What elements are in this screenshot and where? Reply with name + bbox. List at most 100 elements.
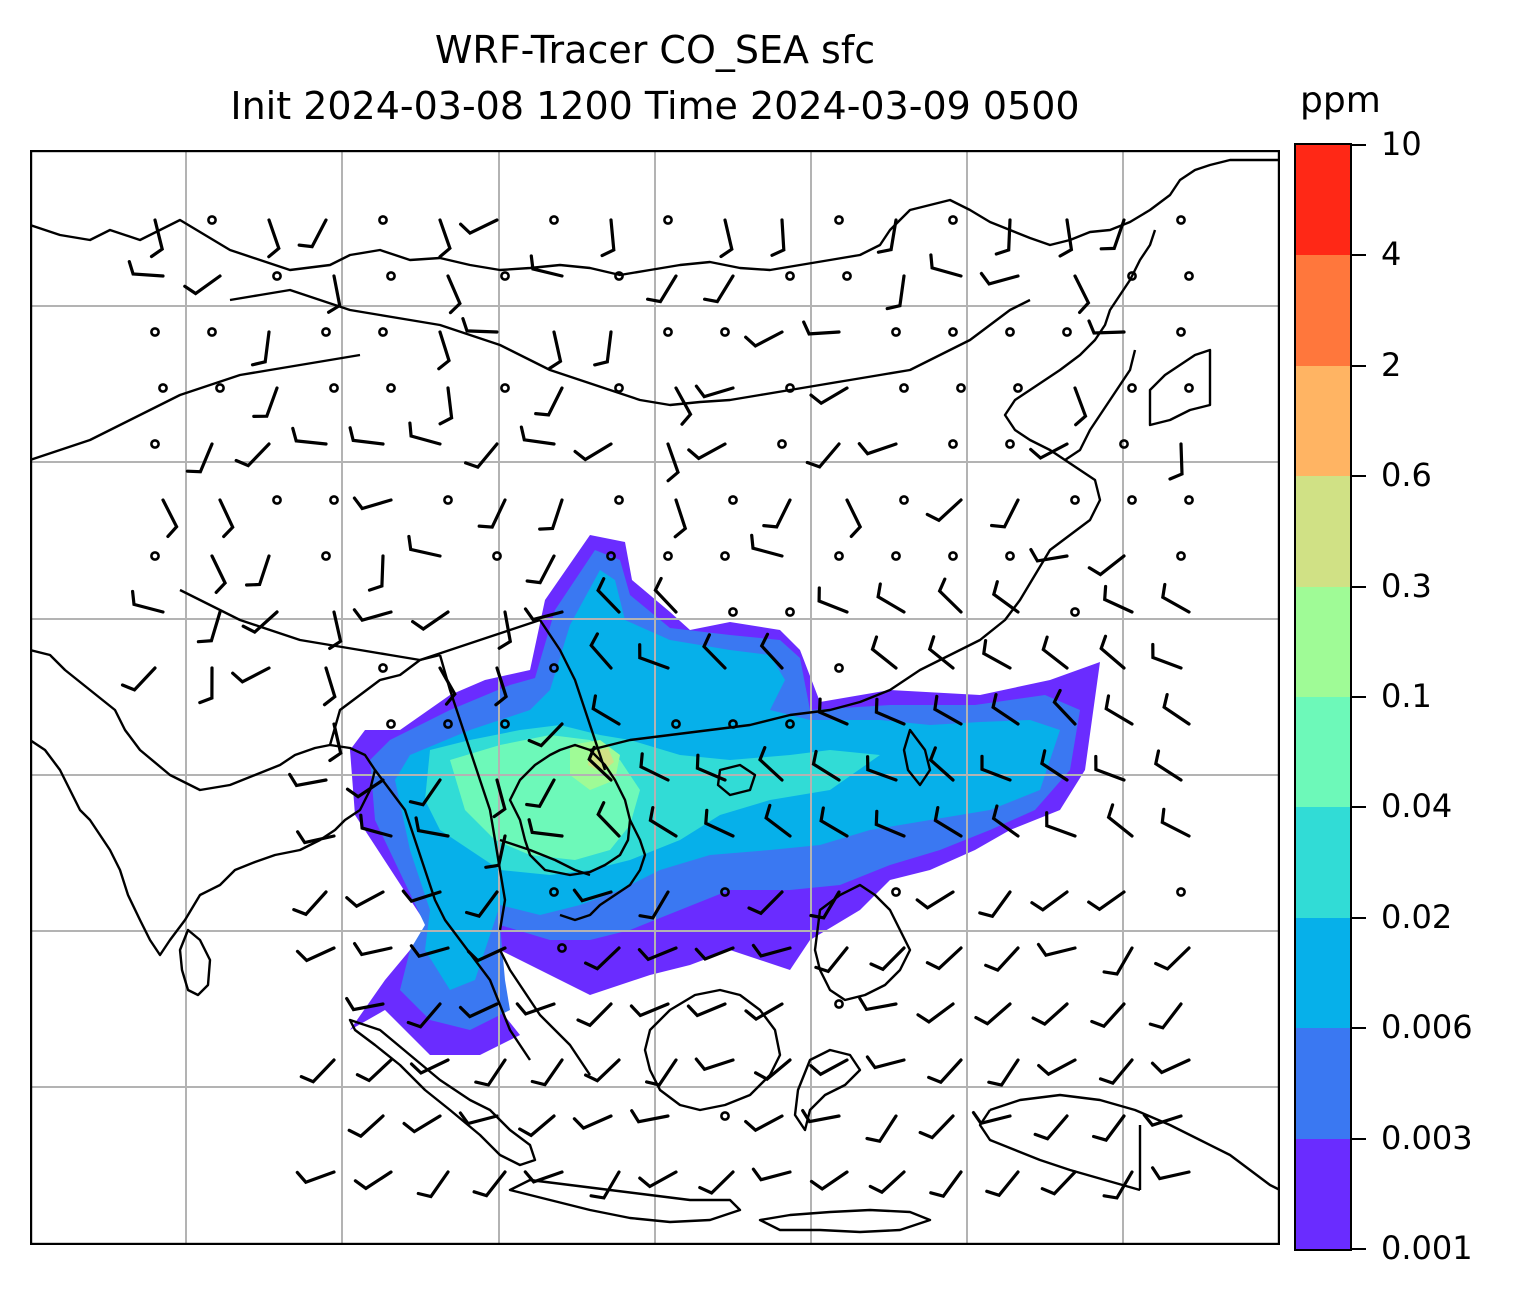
colorbar-tick — [1352, 475, 1366, 478]
colorbar-segment — [1296, 475, 1350, 587]
wind-barb — [1087, 554, 1126, 577]
wind-barb — [805, 442, 841, 469]
calm-marker — [891, 327, 901, 337]
wind-barb — [1087, 890, 1126, 912]
wind-barb — [355, 1058, 393, 1083]
wind-barb — [979, 271, 1020, 286]
wind-barb — [857, 442, 898, 456]
colorbar-tick-label: 0.003 — [1381, 1118, 1473, 1157]
wind-barb — [858, 996, 898, 1012]
wind-barb — [971, 1111, 1012, 1126]
calm-marker — [948, 551, 958, 561]
wind-barb — [674, 386, 693, 426]
colorbar-tick-label: 0.04 — [1381, 787, 1453, 826]
calm-marker — [728, 495, 738, 505]
colorbar-segment — [1296, 696, 1350, 808]
wind-barb — [645, 1058, 678, 1087]
colorbar-segment — [1296, 1027, 1350, 1139]
wind-barb — [687, 442, 727, 461]
calm-marker — [158, 383, 168, 393]
colorbar-tick — [1352, 696, 1366, 698]
wind-barb — [918, 1114, 955, 1140]
wind-barbs — [120, 218, 1191, 1200]
coastline-india — [30, 648, 377, 957]
wind-barb — [927, 1058, 963, 1085]
wind-barb — [1073, 386, 1088, 427]
wind-barb — [527, 722, 564, 748]
wind-barb — [250, 330, 271, 367]
wind-barb — [322, 666, 337, 707]
wind-barb — [1102, 946, 1134, 976]
colorbar-segment — [1296, 586, 1350, 697]
calm-marker — [386, 383, 396, 393]
calm-marker — [321, 551, 331, 561]
calm-marker — [500, 271, 510, 281]
wind-barb — [530, 1058, 564, 1087]
calm-marker — [207, 327, 217, 337]
border-mongolia — [229, 288, 1031, 407]
wind-barb — [809, 890, 841, 920]
coastline-hainan — [716, 763, 757, 797]
wind-barb — [991, 580, 1020, 614]
wind-barb — [751, 1167, 792, 1182]
wind-barb — [477, 498, 507, 529]
coastline-north-border — [30, 158, 1280, 277]
wind-barb — [161, 498, 179, 538]
wind-barb — [991, 804, 1020, 838]
wind-barb — [698, 1170, 735, 1195]
wind-barb — [1154, 946, 1191, 971]
wind-barb — [458, 1002, 499, 1019]
coastline-vietnam — [559, 819, 647, 922]
wind-barb — [347, 1114, 385, 1139]
wind-barb — [534, 386, 564, 417]
wind-barb — [809, 1058, 849, 1077]
wind-barb — [1106, 803, 1134, 838]
wind-barb — [548, 330, 563, 370]
wind-barb — [291, 426, 328, 446]
wind-barb — [459, 218, 499, 236]
wind-barb — [523, 607, 564, 622]
wind-barb — [869, 946, 906, 972]
wind-barb — [929, 253, 963, 278]
map-subtitle: Init 2024-03-08 1200 Time 2024-03-09 050… — [230, 84, 1080, 128]
wind-barb — [991, 693, 1020, 726]
wind-barb — [744, 330, 784, 348]
wind-barb — [573, 442, 613, 462]
wind-barb — [845, 498, 863, 538]
wind-barb — [600, 218, 616, 258]
wind-barb — [1099, 218, 1126, 251]
wind-barb — [185, 442, 214, 474]
wind-barb — [978, 890, 1012, 919]
wind-barb — [802, 320, 841, 336]
wind-barb — [801, 1109, 841, 1124]
calm-marker — [785, 719, 795, 729]
wind-barb — [345, 890, 385, 909]
wind-barb — [589, 1170, 621, 1200]
wind-barb — [980, 754, 1012, 782]
wind-barb — [408, 421, 442, 446]
wind-barb — [744, 1002, 784, 1022]
wind-barb — [638, 1170, 678, 1189]
wind-barb — [198, 666, 214, 705]
wind-barb — [1040, 1170, 1077, 1196]
calm-marker — [785, 607, 795, 617]
wind-barb — [876, 582, 906, 614]
wind-barb — [328, 610, 343, 650]
colorbar-tick-label: 0.1 — [1381, 677, 1432, 715]
wind-barb — [1099, 634, 1126, 670]
calm-marker — [1127, 271, 1137, 281]
calm-marker — [150, 551, 160, 561]
wind-barb — [1142, 1113, 1183, 1127]
wind-barb — [401, 889, 442, 904]
calm-marker — [500, 719, 510, 729]
colorbar-tick — [1352, 916, 1366, 919]
wind-barb — [474, 1058, 507, 1087]
coastline-mainland-sea — [374, 769, 531, 1061]
colorbar-tick-label: 0.006 — [1381, 1008, 1473, 1047]
wind-barb — [587, 745, 613, 782]
wind-barb — [345, 778, 385, 799]
wind-barb — [866, 755, 898, 782]
wind-barb — [762, 498, 792, 529]
calm-marker — [443, 495, 453, 505]
calm-marker — [329, 383, 339, 393]
